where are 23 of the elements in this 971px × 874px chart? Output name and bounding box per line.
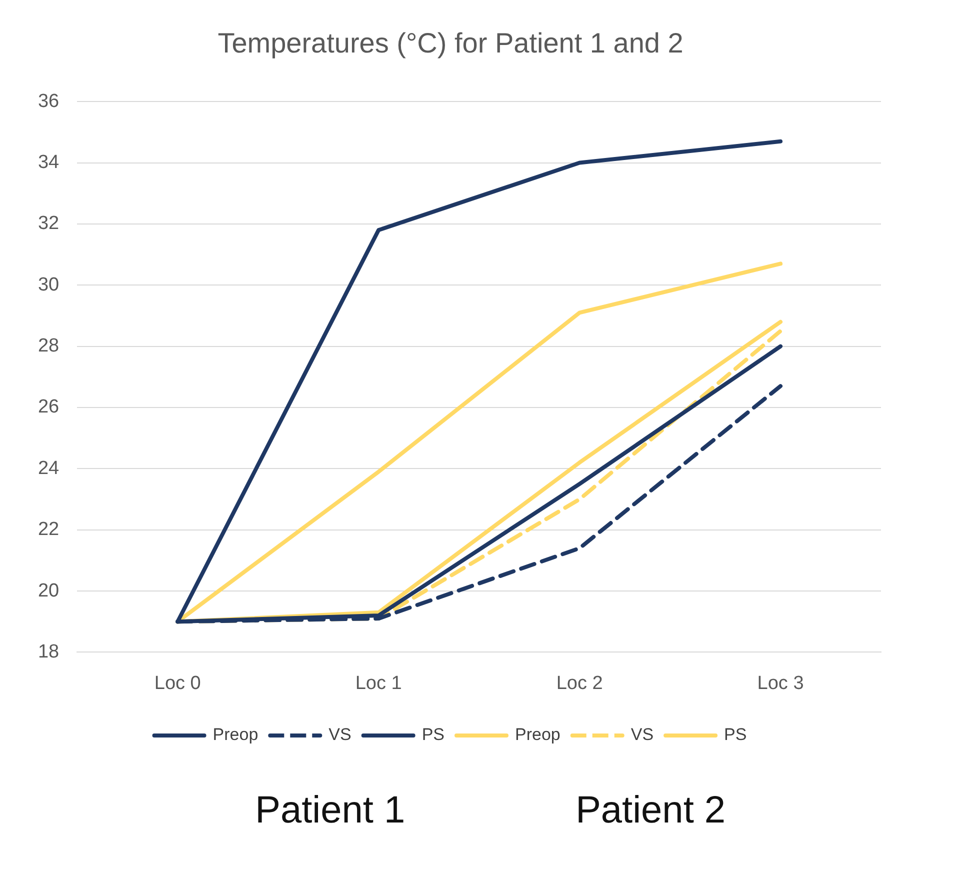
y-tick-label: 20	[38, 580, 60, 602]
y-tick-label: 24	[38, 458, 60, 479]
text: Patient 1	[255, 789, 406, 832]
legend-label: Preop	[515, 725, 560, 744]
y-tick-label: 18	[38, 641, 60, 662]
x-tick-label: Loc 2	[556, 672, 603, 694]
x-tick-label: Loc 3	[757, 672, 804, 694]
chart-title: Temperatures (°C) for Patient 1 and 2	[218, 28, 684, 59]
y-tick-label: 36	[38, 90, 60, 112]
y-tick-label: 32	[38, 213, 60, 234]
legend-label: PS	[422, 725, 445, 744]
legend-label: PS	[724, 725, 747, 744]
y-tick-label: 26	[38, 396, 60, 418]
legend-label: VS	[630, 725, 654, 744]
legend-label: VS	[328, 725, 352, 744]
x-tick-label: Loc 0	[154, 672, 201, 694]
y-tick-label: 30	[38, 274, 60, 296]
y-tick-label: 34	[38, 152, 60, 174]
text: Patient 2	[576, 789, 726, 832]
y-tick-label: 28	[38, 336, 60, 357]
y-tick-label: 22	[38, 519, 60, 540]
x-tick-label: Loc 1	[355, 672, 402, 694]
legend-label: Preop	[212, 725, 258, 744]
